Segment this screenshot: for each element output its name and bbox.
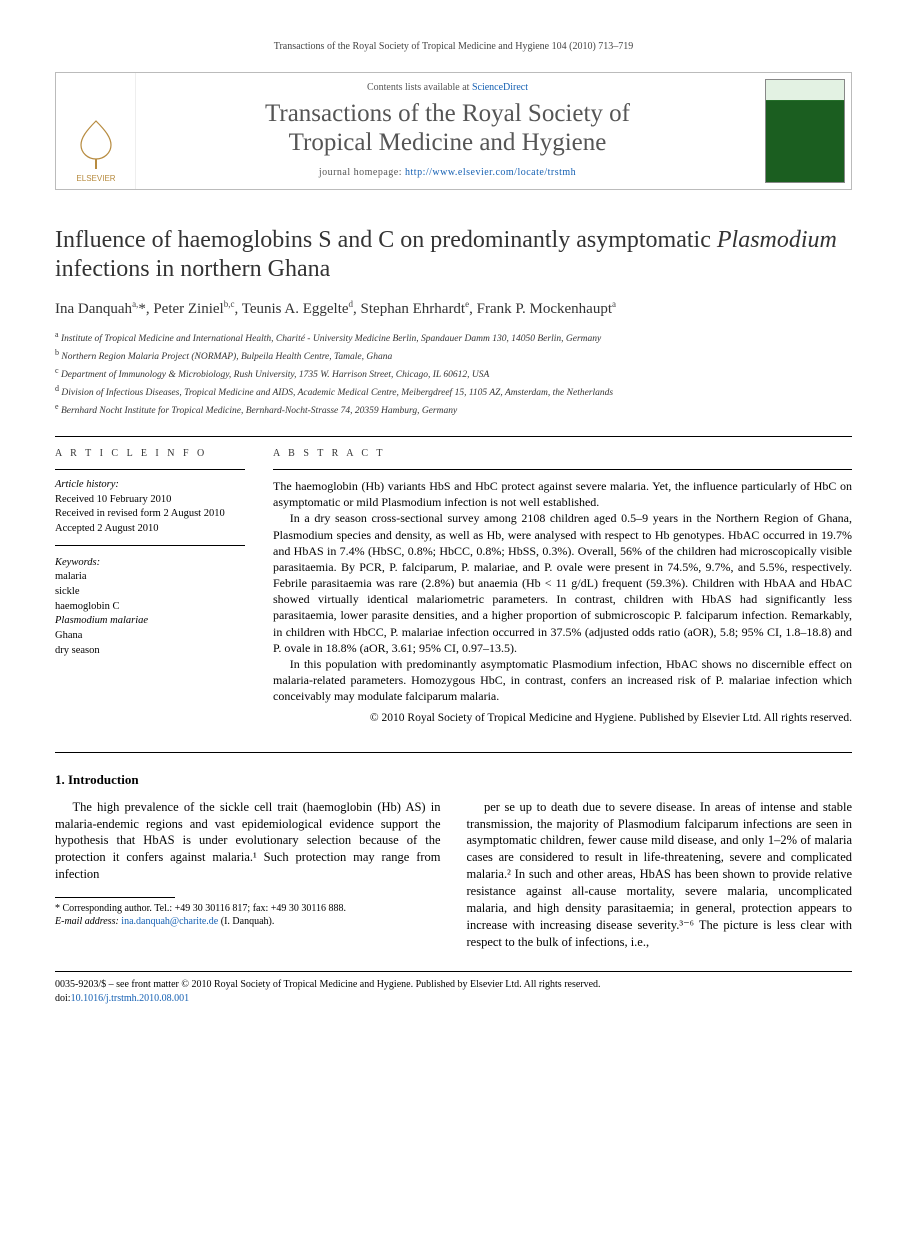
abstract-copyright: © 2010 Royal Society of Tropical Medicin…: [273, 711, 852, 727]
keyword: haemoglobin C: [55, 600, 245, 615]
section-heading-intro: 1. Introduction: [55, 771, 852, 789]
affiliations: a Institute of Tropical Medicine and Int…: [55, 329, 852, 419]
abstract-para: In this population with predominantly as…: [273, 656, 852, 705]
article-info-head: A R T I C L E I N F O: [55, 447, 245, 461]
affiliation-line: b Northern Region Malaria Project (NORMA…: [55, 347, 852, 365]
keyword: Ghana: [55, 629, 245, 644]
running-head: Transactions of the Royal Society of Tro…: [55, 40, 852, 54]
affiliation-line: c Department of Immunology & Microbiolog…: [55, 365, 852, 383]
author-list: Ina Danquaha,*, Peter Zinielb,c, Teunis …: [55, 298, 852, 319]
journal-homepage-link[interactable]: http://www.elsevier.com/locate/trstmh: [405, 167, 576, 178]
affiliation-line: a Institute of Tropical Medicine and Int…: [55, 329, 852, 347]
journal-homepage-line: journal homepage: http://www.elsevier.co…: [142, 166, 753, 180]
journal-cover-thumbnail: [765, 79, 845, 183]
publisher-logo-cell: ELSEVIER: [56, 73, 136, 190]
footnote-rule: [55, 897, 175, 898]
divider: [55, 752, 852, 753]
doi-link[interactable]: 10.1016/j.trstmh.2010.08.001: [71, 993, 190, 1004]
abstract-head: A B S T R A C T: [273, 447, 852, 461]
abstract-para: In a dry season cross-sectional survey a…: [273, 510, 852, 656]
body-paragraph: per se up to death due to severe disease…: [467, 799, 853, 951]
article-title: Influence of haemoglobins S and C on pre…: [55, 226, 852, 284]
keyword: sickle: [55, 585, 245, 600]
sciencedirect-link[interactable]: ScienceDirect: [472, 82, 528, 93]
cover-thumbnail-cell: [759, 73, 851, 190]
page-footer: 0035-9203/$ – see front matter © 2010 Ro…: [55, 978, 852, 1006]
divider: [55, 436, 852, 437]
journal-title: Transactions of the Royal Society of Tro…: [142, 100, 753, 158]
keyword: malaria: [55, 570, 245, 585]
corresponding-author-footnote: * Corresponding author. Tel.: +49 30 301…: [55, 902, 441, 928]
keyword: Plasmodium malariae: [55, 614, 245, 629]
footer-doi-line: doi:10.1016/j.trstmh.2010.08.001: [55, 992, 852, 1006]
contents-available-line: Contents lists available at ScienceDirec…: [142, 81, 753, 95]
article-history-block: Article history: Received 10 February 20…: [55, 478, 245, 546]
journal-masthead: ELSEVIER Contents lists available at Sci…: [55, 72, 852, 191]
elsevier-wordmark: ELSEVIER: [76, 174, 115, 183]
body-paragraph: The high prevalence of the sickle cell t…: [55, 799, 441, 883]
body-two-column: The high prevalence of the sickle cell t…: [55, 799, 852, 951]
footer-copyright: 0035-9203/$ – see front matter © 2010 Ro…: [55, 978, 852, 992]
article-info-column: A R T I C L E I N F O Article history: R…: [55, 447, 245, 726]
affiliation-line: e Bernhard Nocht Institute for Tropical …: [55, 401, 852, 419]
keyword: dry season: [55, 644, 245, 659]
footer-divider: [55, 971, 852, 972]
keywords-block: Keywords: malariasicklehaemoglobin CPlas…: [55, 556, 245, 659]
abstract-para: The haemoglobin (Hb) variants HbS and Hb…: [273, 478, 852, 510]
elsevier-tree-icon: ELSEVIER: [66, 113, 126, 183]
author-email-link[interactable]: ina.danquah@charite.de: [121, 916, 218, 927]
affiliation-line: d Division of Infectious Diseases, Tropi…: [55, 383, 852, 401]
abstract-column: A B S T R A C T The haemoglobin (Hb) var…: [273, 447, 852, 726]
